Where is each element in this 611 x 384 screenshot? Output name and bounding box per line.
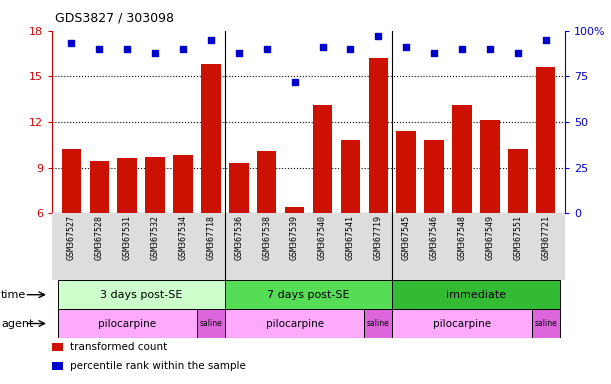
Text: GSM367538: GSM367538 <box>262 215 271 260</box>
Text: 7 days post-SE: 7 days post-SE <box>267 290 350 300</box>
Bar <box>341 140 360 213</box>
Text: immediate: immediate <box>446 290 506 300</box>
Text: GSM367545: GSM367545 <box>401 215 411 260</box>
Bar <box>52 362 63 370</box>
Bar <box>174 156 193 213</box>
Text: GSM367536: GSM367536 <box>235 215 243 260</box>
Text: GSM367548: GSM367548 <box>458 215 466 260</box>
Text: GSM367527: GSM367527 <box>67 215 76 260</box>
Text: GSM367549: GSM367549 <box>485 215 494 260</box>
Bar <box>313 105 332 213</box>
Bar <box>285 207 304 213</box>
Bar <box>480 121 500 213</box>
Point <box>429 50 439 56</box>
Bar <box>117 159 137 213</box>
Text: 3 days post-SE: 3 days post-SE <box>100 290 182 300</box>
Bar <box>392 309 532 338</box>
Text: percentile rank within the sample: percentile rank within the sample <box>70 361 246 371</box>
Point <box>373 33 383 39</box>
Text: GSM367532: GSM367532 <box>151 215 159 260</box>
Bar <box>368 58 388 213</box>
Bar <box>201 64 221 213</box>
Bar <box>145 157 165 213</box>
Text: saline: saline <box>367 319 390 328</box>
Point <box>290 79 299 85</box>
Bar <box>536 67 555 213</box>
Bar <box>397 131 416 213</box>
Bar <box>364 309 392 338</box>
Text: GSM367528: GSM367528 <box>95 215 104 260</box>
Text: GSM367531: GSM367531 <box>123 215 132 260</box>
Bar <box>229 163 249 213</box>
Bar <box>57 280 225 309</box>
Bar <box>392 280 560 309</box>
Text: GSM367718: GSM367718 <box>207 215 216 260</box>
Text: agent: agent <box>1 318 34 329</box>
Bar <box>424 140 444 213</box>
Text: pilocarpine: pilocarpine <box>98 318 156 329</box>
Bar <box>62 149 81 213</box>
Point <box>541 37 551 43</box>
Bar <box>452 105 472 213</box>
Text: GSM367534: GSM367534 <box>178 215 188 260</box>
Text: GSM367539: GSM367539 <box>290 215 299 260</box>
Text: GSM367546: GSM367546 <box>430 215 439 260</box>
Point <box>345 46 355 52</box>
Point <box>122 46 132 52</box>
Point <box>178 46 188 52</box>
Point <box>513 50 522 56</box>
Text: GSM367541: GSM367541 <box>346 215 355 260</box>
Bar <box>57 309 197 338</box>
Point <box>95 46 104 52</box>
Point <box>67 40 76 46</box>
Text: GSM367540: GSM367540 <box>318 215 327 260</box>
Point <box>234 50 244 56</box>
Text: transformed count: transformed count <box>70 342 167 352</box>
Text: saline: saline <box>534 319 557 328</box>
Point <box>457 46 467 52</box>
Text: pilocarpine: pilocarpine <box>433 318 491 329</box>
Point <box>206 37 216 43</box>
Bar <box>90 161 109 213</box>
Text: GDS3827 / 303098: GDS3827 / 303098 <box>55 12 174 25</box>
Point <box>318 44 327 50</box>
Text: pilocarpine: pilocarpine <box>266 318 324 329</box>
Point <box>262 46 272 52</box>
Point <box>485 46 495 52</box>
Bar <box>257 151 277 213</box>
Point <box>150 50 160 56</box>
Text: time: time <box>1 290 26 300</box>
Bar <box>197 309 225 338</box>
Text: saline: saline <box>200 319 222 328</box>
Text: GSM367551: GSM367551 <box>513 215 522 260</box>
Bar <box>508 149 527 213</box>
Bar <box>225 280 392 309</box>
Point <box>401 44 411 50</box>
Text: GSM367721: GSM367721 <box>541 215 550 260</box>
Text: GSM367719: GSM367719 <box>374 215 382 260</box>
Bar <box>532 309 560 338</box>
Bar <box>225 309 364 338</box>
Bar <box>52 343 63 351</box>
